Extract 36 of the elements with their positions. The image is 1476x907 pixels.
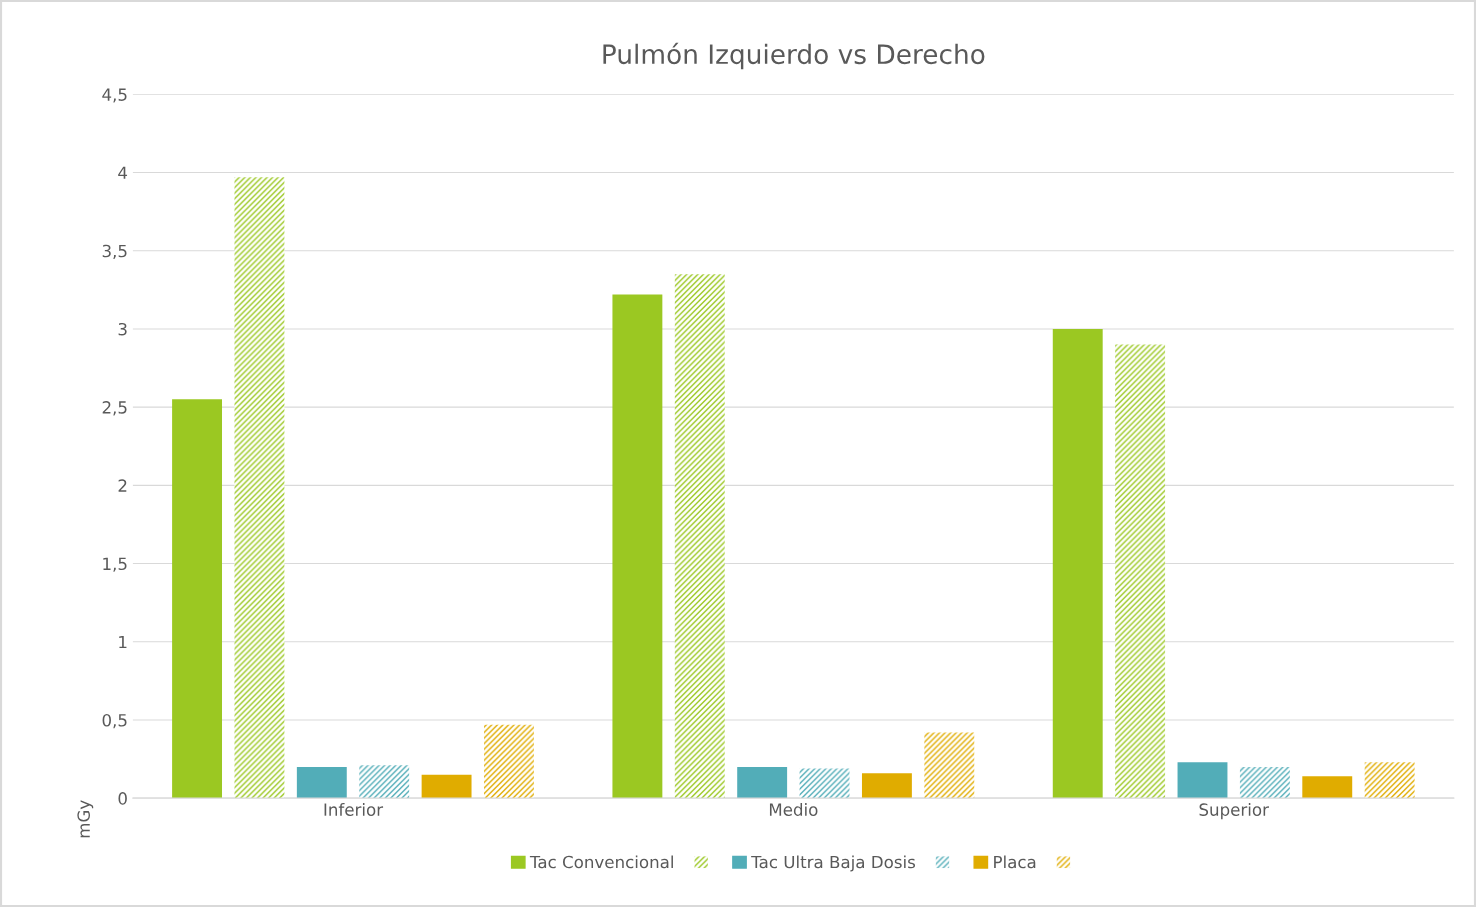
y-tick-label: 4,5 <box>102 88 127 103</box>
y-tick-label: 3 <box>118 322 127 336</box>
y-tick-label: 2,5 <box>102 401 127 416</box>
legend-label: Placa <box>994 855 1036 869</box>
y-axis-title: mGy <box>77 800 94 838</box>
legend-label: Tac Convencional <box>529 855 673 869</box>
bar <box>296 766 347 799</box>
bar <box>612 294 663 799</box>
bar <box>861 773 912 799</box>
x-tick-label: Medio <box>769 803 818 816</box>
bar <box>421 774 472 799</box>
bar <box>484 724 534 799</box>
bar <box>1177 762 1228 799</box>
bar <box>799 768 850 799</box>
bar <box>674 274 725 799</box>
chart-title: Pulmón Izquierdo vs Derecho <box>603 42 985 70</box>
bar <box>737 766 788 799</box>
y-tick-label: 0 <box>118 792 127 805</box>
y-tick-label: 2 <box>118 479 127 492</box>
bar <box>234 177 285 799</box>
y-tick-label: 1,5 <box>103 557 127 572</box>
y-tick-label: 1 <box>119 635 127 649</box>
y-tick-label: 3,5 <box>102 244 127 259</box>
bar <box>359 765 410 799</box>
x-tick-label: Superior <box>1199 803 1269 820</box>
y-tick-label: 4 <box>118 166 128 179</box>
bar <box>1239 766 1290 799</box>
bar <box>1302 776 1353 799</box>
y-tick-label: 0,5 <box>102 713 127 729</box>
legend-label: Tac Ultra Baja Dosis <box>751 855 916 872</box>
bar <box>924 732 975 799</box>
bar <box>1364 762 1415 799</box>
bar <box>1115 344 1166 799</box>
bar <box>1052 328 1103 799</box>
bar <box>172 399 223 799</box>
x-tick-label: Inferior <box>324 803 384 816</box>
